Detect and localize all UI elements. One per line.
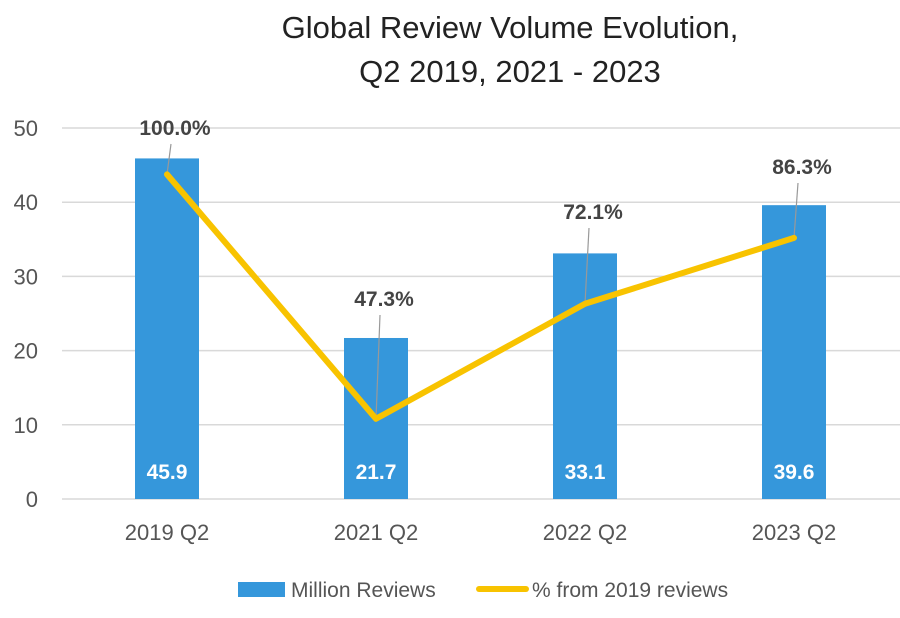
y-tick-label: 40 xyxy=(14,190,38,215)
bar-value-label: 33.1 xyxy=(565,461,606,484)
y-tick-label: 50 xyxy=(14,116,38,141)
bar xyxy=(762,205,826,499)
leader-line xyxy=(584,227,590,304)
leader-line xyxy=(166,143,172,175)
y-tick-label: 30 xyxy=(14,264,38,289)
percent-value-label: 100.0% xyxy=(139,117,211,140)
legend-label-million-reviews: Million Reviews xyxy=(291,579,436,602)
label-leader-lines xyxy=(166,143,799,419)
bar-value-label: 39.6 xyxy=(774,461,815,484)
x-tick-label: 2022 Q2 xyxy=(543,520,627,545)
x-tick-label: 2021 Q2 xyxy=(334,520,418,545)
percent-value-label: 47.3% xyxy=(354,288,414,311)
legend-label-percent: % from 2019 reviews xyxy=(532,579,728,602)
x-axis-ticks: 2019 Q2 2021 Q2 2022 Q2 2023 Q2 xyxy=(125,520,836,545)
legend-swatch-million-reviews xyxy=(238,582,285,597)
y-axis-ticks: 0 10 20 30 40 50 xyxy=(14,116,38,512)
y-tick-label: 10 xyxy=(14,413,38,438)
percent-value-label: 86.3% xyxy=(772,156,832,179)
leader-line xyxy=(375,314,381,419)
legend: Million Reviews % from 2019 reviews xyxy=(238,579,728,602)
y-tick-label: 0 xyxy=(26,487,38,512)
percent-value-label: 72.1% xyxy=(563,201,623,224)
x-tick-label: 2023 Q2 xyxy=(752,520,836,545)
percent-line xyxy=(164,171,797,422)
percent-series-line xyxy=(164,171,797,422)
leader-line xyxy=(793,182,799,238)
chart-title-line-1: Global Review Volume Evolution, xyxy=(282,10,739,45)
chart-title-line-2: Q2 2019, 2021 - 2023 xyxy=(359,54,661,89)
x-tick-label: 2019 Q2 xyxy=(125,520,209,545)
gridlines xyxy=(62,127,900,500)
bar-value-label: 45.9 xyxy=(147,461,188,484)
bars xyxy=(135,158,826,499)
bar-value-label: 21.7 xyxy=(356,461,397,484)
data-labels: 45.9 21.7 33.1 39.6 100.0% 47.3% 72.1% 86.3% xyxy=(139,117,832,484)
bar xyxy=(135,158,199,499)
y-tick-label: 20 xyxy=(14,339,38,364)
